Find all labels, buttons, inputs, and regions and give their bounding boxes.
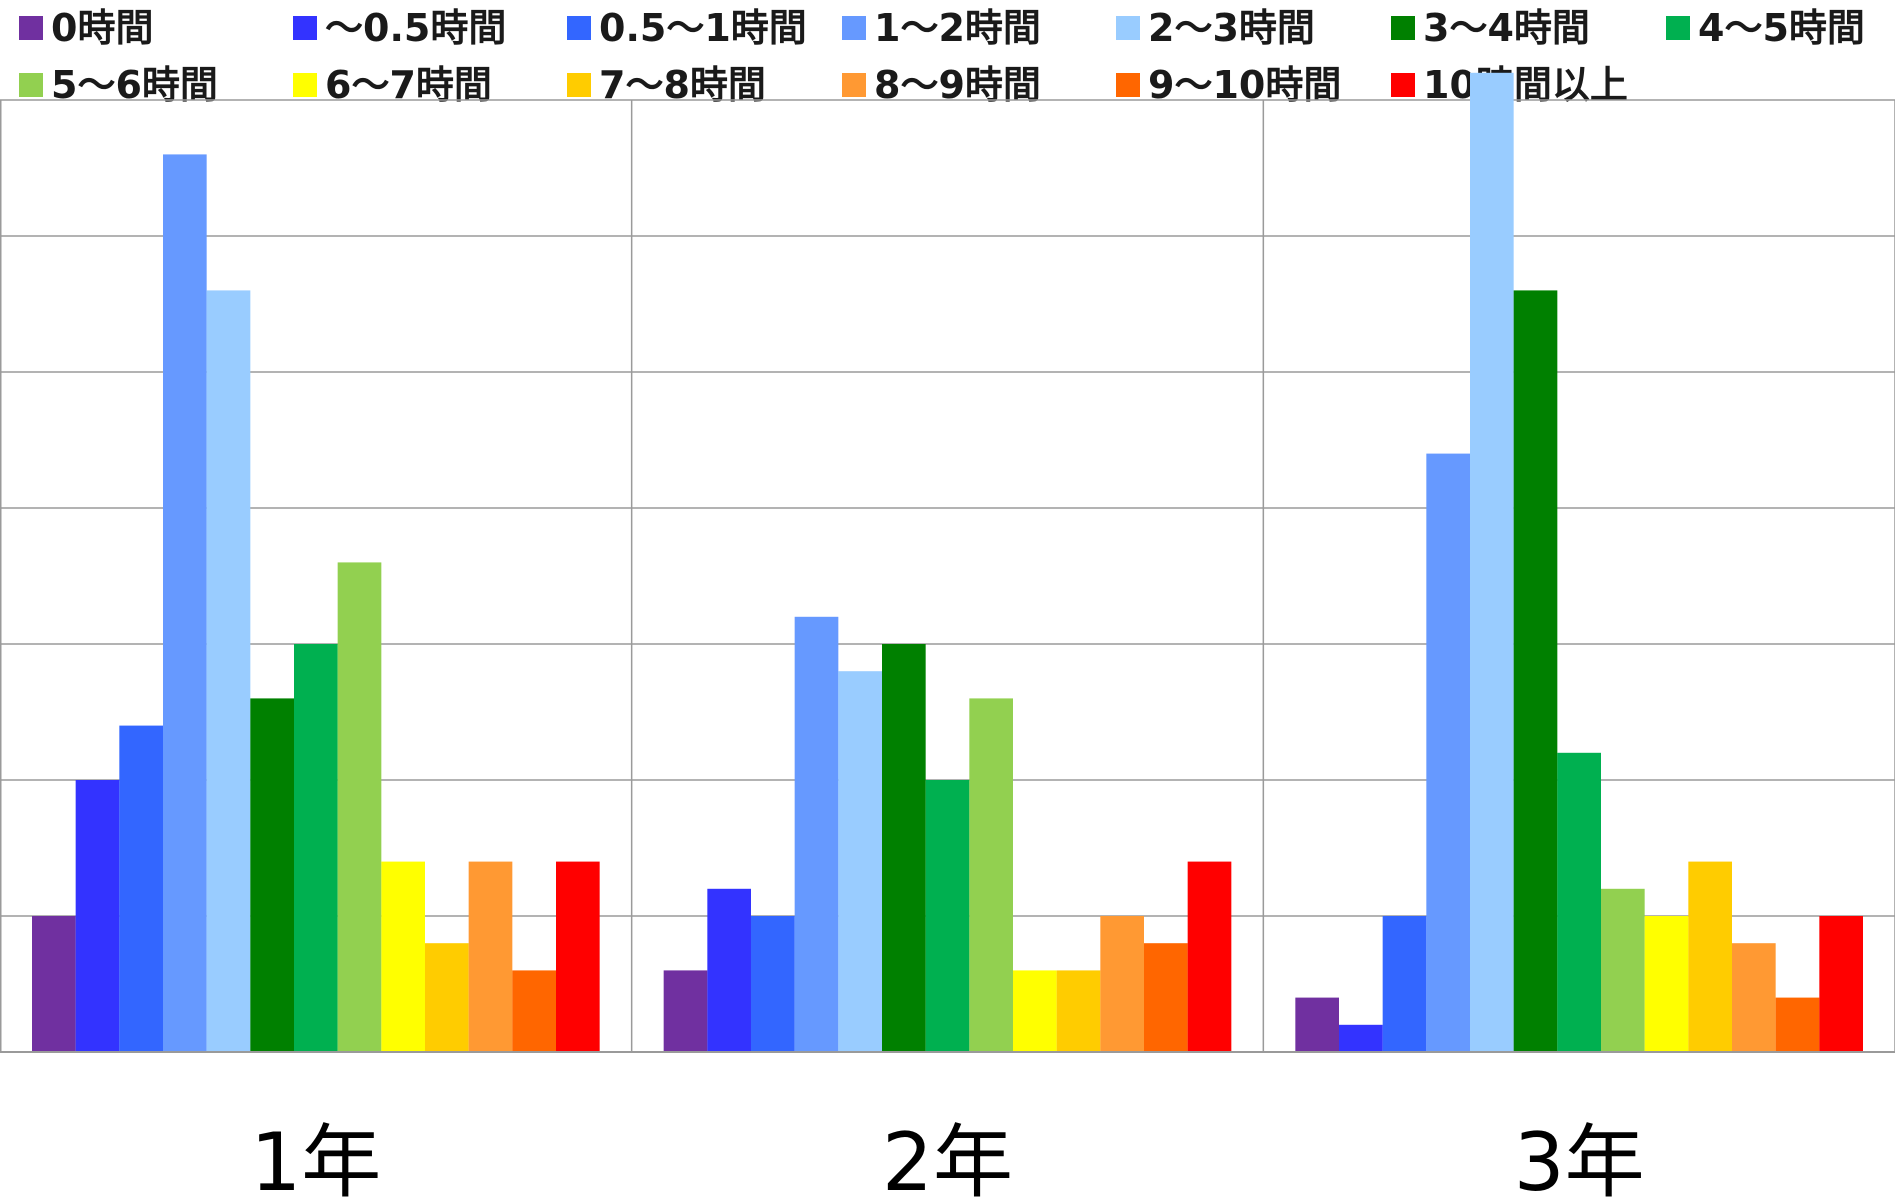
bar-2-series-9 (1013, 970, 1057, 1052)
bar-2-series-2 (707, 888, 751, 1052)
legend-item: 0.5～1時間 (567, 3, 807, 53)
legend-swatch (1666, 16, 1690, 40)
bar-1-series-9 (381, 861, 425, 1052)
bar-1-series-8 (337, 562, 382, 1052)
legend-item: 1～2時間 (842, 3, 1041, 53)
x-tick-label-3: 3年 (1514, 1116, 1645, 1202)
legend-swatch (1391, 73, 1415, 97)
legend-swatch (567, 16, 591, 40)
bar-2-series-5 (838, 671, 882, 1052)
legend-label: 3～4時間 (1423, 6, 1590, 50)
bar-2-series-11 (1100, 916, 1144, 1052)
bar-1-series-13 (556, 861, 600, 1052)
bar-2-series-4 (794, 616, 839, 1052)
bar-2-series-1 (663, 970, 708, 1052)
bar-2-series-7 (925, 780, 970, 1052)
bar-3-series-3 (1382, 916, 1427, 1052)
legend-swatch (567, 73, 591, 97)
bar-2-series-6 (882, 644, 926, 1052)
legend-swatch (1116, 16, 1140, 40)
bar-3-series-6 (1513, 290, 1558, 1052)
legend-swatch (842, 73, 866, 97)
bar-1-series-12 (512, 970, 556, 1052)
legend-swatch (1116, 73, 1140, 97)
legend-swatch (293, 16, 317, 40)
bar-2-series-10 (1056, 970, 1101, 1052)
bar-3-series-2 (1339, 1024, 1383, 1052)
legend-item: 0時間 (19, 3, 153, 53)
bar-1-series-5 (206, 290, 251, 1052)
bar-3-series-10 (1688, 861, 1732, 1052)
legend-swatch (1391, 16, 1415, 40)
bar-1-series-11 (468, 861, 513, 1052)
bar-3-series-13 (1819, 916, 1863, 1052)
legend-item: 3～4時間 (1391, 3, 1590, 53)
bar-1-series-2 (75, 780, 120, 1052)
bar-3-series-8 (1601, 888, 1645, 1052)
bar-3-series-4 (1426, 453, 1470, 1053)
bar-3-series-7 (1557, 752, 1601, 1052)
legend-item: 4～5時間 (1666, 3, 1865, 53)
bar-3-series-11 (1732, 943, 1776, 1052)
bar-1-series-10 (425, 943, 469, 1052)
bar-1-series-6 (250, 698, 294, 1052)
bar-1-series-3 (119, 725, 163, 1052)
bar-3-series-1 (1295, 997, 1339, 1052)
bar-3-series-9 (1644, 916, 1689, 1052)
bar-3-series-5 (1470, 72, 1514, 1053)
legend-label: 0.5～1時間 (599, 6, 807, 50)
bar-1-series-1 (32, 916, 76, 1052)
bar-2-series-8 (969, 698, 1013, 1052)
legend-item: 2～3時間 (1116, 3, 1315, 53)
x-tick-label-1: 1年 (250, 1116, 381, 1202)
bar-1-series-7 (294, 644, 338, 1052)
legend-swatch (19, 73, 43, 97)
legend-label: 2～3時間 (1148, 6, 1315, 50)
bar-2-series-13 (1187, 861, 1232, 1052)
bar-2-series-12 (1144, 943, 1188, 1052)
legend-label: ～0.5時間 (325, 6, 507, 50)
legend-label: 1～2時間 (874, 6, 1041, 50)
legend-label: 4～5時間 (1698, 6, 1865, 50)
bar-1-series-4 (163, 154, 207, 1052)
bar-2-series-3 (751, 916, 795, 1052)
legend-swatch (842, 16, 866, 40)
x-tick-label-2: 2年 (882, 1116, 1013, 1202)
legend-swatch (19, 16, 43, 40)
legend-swatch (293, 73, 317, 97)
legend-label: 0時間 (51, 6, 154, 50)
legend-item: ～0.5時間 (293, 3, 506, 53)
bar-3-series-12 (1775, 997, 1820, 1052)
